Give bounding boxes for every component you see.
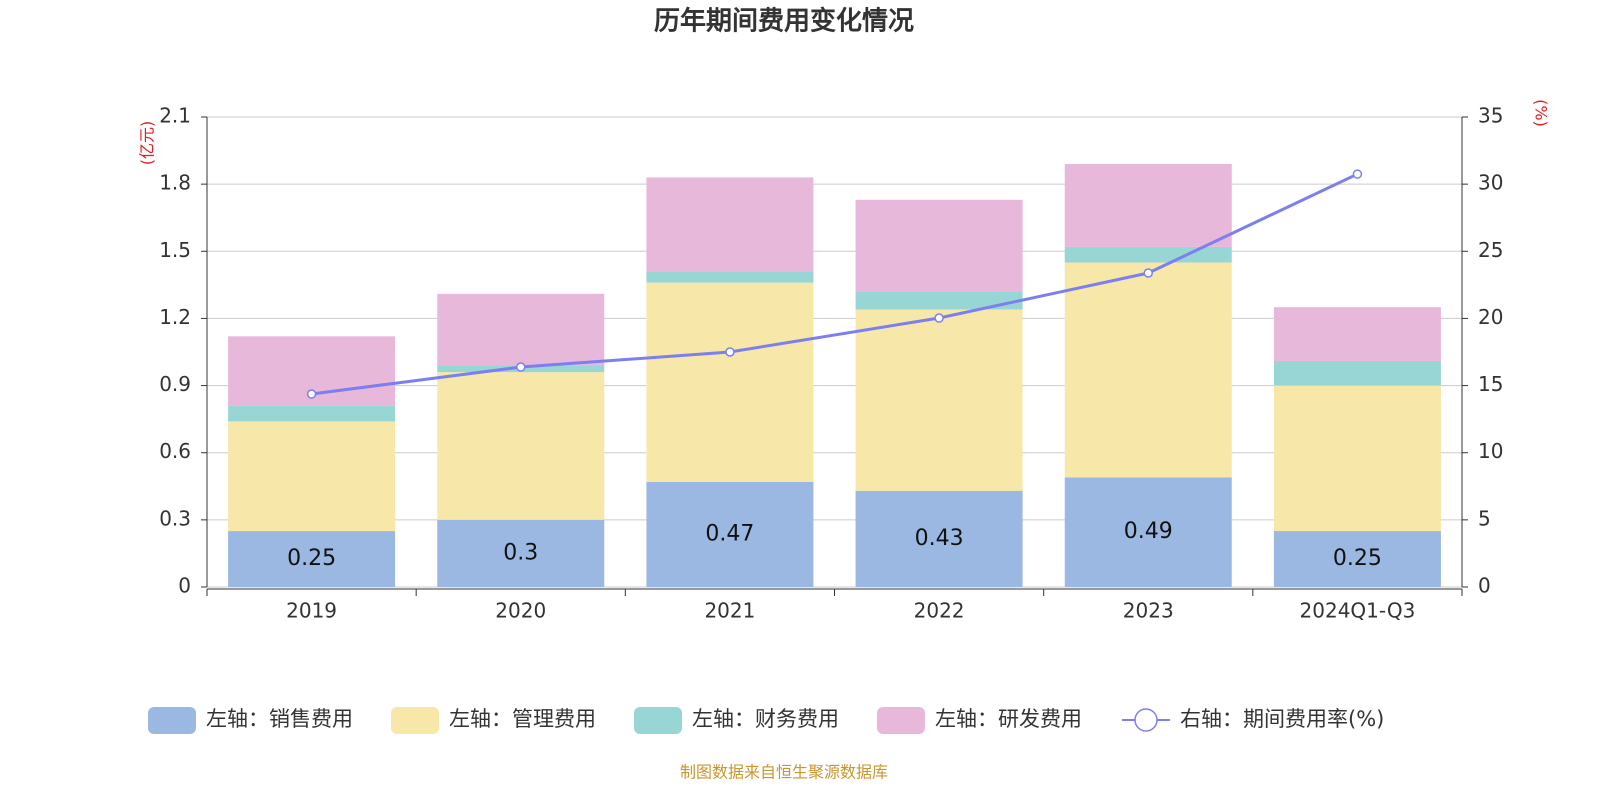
legend-swatch	[391, 707, 439, 734]
y2-tick-label: 30	[1478, 171, 1503, 195]
bar-segment	[1064, 477, 1232, 587]
bar-segment	[1064, 246, 1232, 263]
y-tick-label: 0.3	[159, 506, 191, 530]
legend-label: 左轴：管理费用	[449, 707, 596, 731]
legend-swatch	[634, 707, 682, 734]
y-tick-label: 0.9	[159, 372, 191, 396]
legend-label: 左轴：销售费用	[206, 707, 353, 731]
x-tick-label: 2021	[704, 599, 755, 623]
bar-segment	[855, 309, 1023, 491]
bar-segment	[437, 519, 605, 587]
y2-axis-label: (%)	[1532, 99, 1551, 127]
data-label: 0.25	[287, 546, 336, 571]
legend-swatch	[148, 707, 196, 734]
legend-swatch	[877, 707, 925, 734]
bar-segment	[1273, 531, 1441, 587]
source-note: 制图数据来自恒生聚源数据库	[680, 763, 888, 782]
bar-segment	[646, 177, 814, 272]
y-tick-label: 1.2	[159, 305, 191, 329]
x-tick-label: 2020	[495, 599, 546, 623]
y2-tick-label: 15	[1478, 372, 1503, 396]
x-tick-label: 2019	[286, 599, 337, 623]
data-label: 0.47	[705, 521, 754, 546]
data-label: 0.43	[915, 526, 964, 551]
y2-tick-label: 10	[1478, 439, 1503, 463]
line-point	[306, 389, 317, 399]
bar-segment	[228, 531, 396, 587]
line-point	[934, 313, 944, 323]
data-label: 0.3	[503, 540, 538, 565]
bar-segment	[228, 421, 396, 532]
y2-tick-label: 5	[1478, 506, 1491, 530]
x-tick-label: 2023	[1123, 599, 1174, 623]
x-tick-label: 2022	[914, 599, 965, 623]
bar-segment	[646, 282, 814, 482]
bar-segment	[437, 293, 605, 366]
y2-tick-label: 35	[1478, 104, 1503, 128]
y-tick-label: 2.1	[159, 104, 191, 128]
y2-tick-label: 0	[1478, 574, 1491, 598]
line-point	[725, 347, 735, 357]
legend-label: 右轴：期间费用率(%)	[1180, 707, 1384, 731]
bar-segment	[855, 199, 1023, 292]
bar-segment	[1064, 262, 1232, 478]
bar-segment	[646, 271, 814, 283]
line	[311, 172, 1359, 396]
bar-segment	[437, 372, 605, 520]
y-axis-label: (亿元)	[138, 121, 157, 166]
y-tick-label: 1.8	[159, 171, 191, 195]
y2-tick-label: 20	[1478, 305, 1503, 329]
bar-segment	[228, 405, 396, 422]
line-point	[1143, 268, 1153, 278]
x-tick-label: 2024Q1-Q3	[1300, 599, 1416, 623]
data-label: 0.25	[1333, 546, 1382, 571]
bar-segment	[1064, 164, 1232, 247]
line-point	[516, 362, 526, 372]
legend-marker	[1134, 708, 1158, 732]
y-tick-label: 0	[178, 574, 191, 598]
chart-title: 历年期间费用变化情况	[654, 6, 914, 37]
bar-segment	[646, 481, 814, 587]
data-label: 0.49	[1124, 519, 1173, 544]
y2-tick-label: 25	[1478, 238, 1503, 262]
line-point	[1352, 169, 1363, 179]
bar-segment	[1273, 307, 1441, 361]
legend-label: 左轴：财务费用	[692, 707, 839, 731]
y-tick-label: 1.5	[159, 238, 191, 262]
bar-segment	[855, 291, 1023, 310]
legend-label: 左轴：研发费用	[935, 707, 1082, 731]
bar-segment	[1273, 360, 1441, 386]
bar-segment	[1273, 385, 1441, 532]
y-tick-label: 0.6	[159, 439, 191, 463]
bar-segment	[855, 490, 1023, 587]
